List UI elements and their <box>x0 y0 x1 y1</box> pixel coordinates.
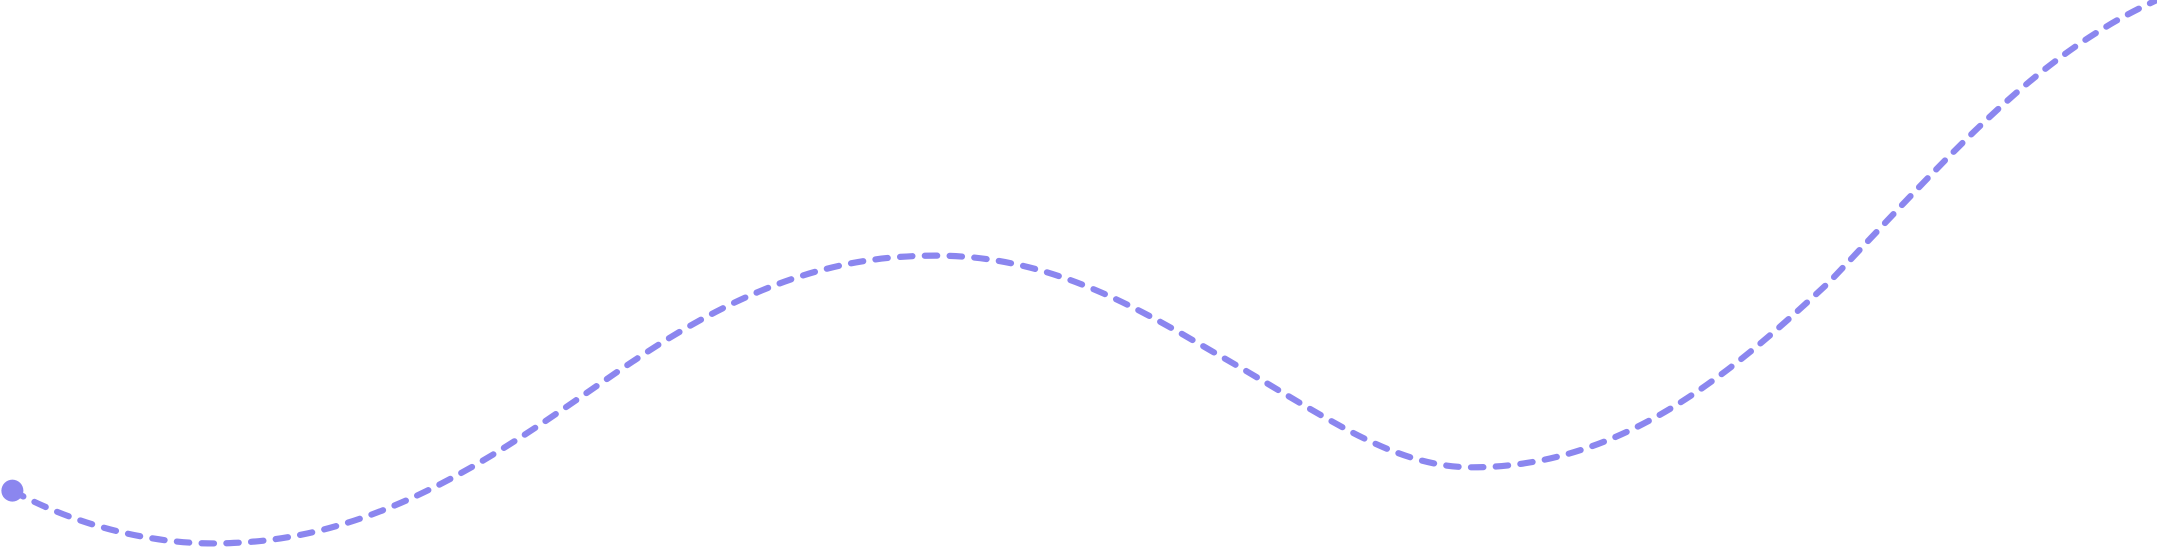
start-dot <box>1 479 24 502</box>
dashed-curve <box>9 0 2157 547</box>
